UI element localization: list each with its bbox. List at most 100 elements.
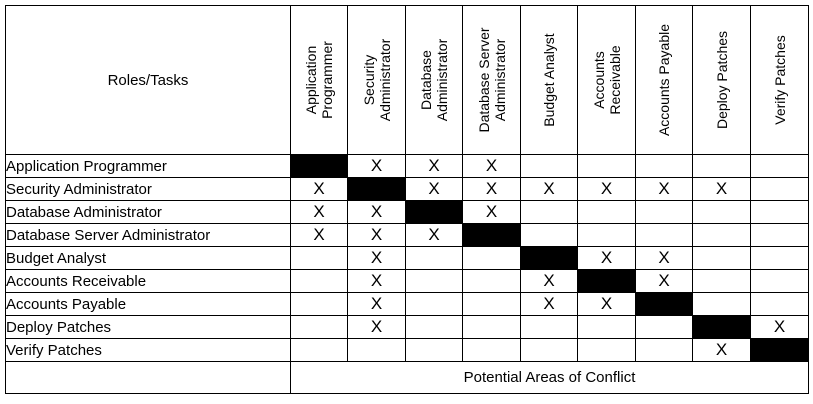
conflict-mark-cell: X [520, 269, 578, 293]
matrix-body: Application Programmer X X X Security Admini… [5, 154, 809, 362]
empty-cell [750, 223, 809, 247]
empty-cell [692, 154, 751, 178]
empty-cell [577, 154, 636, 178]
conflict-mark-cell: X [462, 177, 521, 201]
footer-row: Potential Areas of Conflict [5, 361, 809, 394]
empty-cell [750, 292, 809, 316]
empty-cell [692, 223, 751, 247]
row-label: Database Server Administrator [5, 223, 291, 247]
table-row: Security Administrator X X X X X X X [5, 177, 809, 201]
empty-cell [692, 269, 751, 293]
empty-cell [520, 315, 578, 339]
empty-cell [347, 338, 406, 362]
empty-cell [520, 223, 578, 247]
table-row: Budget Analyst X X X [5, 246, 809, 270]
empty-cell [635, 200, 693, 224]
column-header-label: Accounts Payable [656, 23, 672, 137]
row-label: Verify Patches [5, 338, 291, 362]
empty-cell [462, 338, 521, 362]
empty-cell [405, 292, 463, 316]
table-row: Application Programmer X X X [5, 154, 809, 178]
column-header: Accounts Receivable [577, 5, 636, 155]
conflict-mark-cell: X [577, 177, 636, 201]
empty-cell [405, 269, 463, 293]
empty-cell [750, 269, 809, 293]
empty-cell [750, 177, 809, 201]
conflict-mark-cell: X [635, 269, 693, 293]
row-label: Budget Analyst [5, 246, 291, 270]
empty-cell [462, 246, 521, 270]
row-label: Accounts Receivable [5, 269, 291, 293]
empty-cell [462, 315, 521, 339]
conflict-mark-cell: X [347, 246, 406, 270]
column-header: Database Administrator [405, 5, 463, 155]
conflict-mark-cell: X [635, 177, 693, 201]
diagonal-filled-cell [692, 315, 751, 339]
table-row: Deploy Patches X X [5, 315, 809, 339]
row-label: Accounts Payable [5, 292, 291, 316]
column-header: Application Programmer [290, 5, 348, 155]
empty-cell [635, 338, 693, 362]
empty-cell [520, 338, 578, 362]
conflict-mark-cell: X [405, 177, 463, 201]
empty-cell [577, 223, 636, 247]
column-header-label: Verify Patches [771, 35, 788, 125]
empty-cell [520, 200, 578, 224]
column-header: Security Administrator [347, 5, 406, 155]
table-row: Database Server Administrator X X X [5, 223, 809, 247]
table-row: Accounts Receivable X X X [5, 269, 809, 293]
column-header-label: Database Administrator [418, 38, 450, 122]
conflict-matrix-table: Roles/Tasks Application Programmer Securi… [5, 5, 809, 394]
footer-blank-cell [5, 361, 291, 394]
row-label: Database Administrator [5, 200, 291, 224]
diagonal-filled-cell [520, 246, 578, 270]
empty-cell [750, 200, 809, 224]
column-header: Budget Analyst [520, 5, 578, 155]
column-header: Verify Patches [750, 5, 809, 155]
empty-cell [750, 246, 809, 270]
corner-label: Roles/Tasks [5, 5, 291, 155]
empty-cell [635, 223, 693, 247]
diagonal-filled-cell [347, 177, 406, 201]
row-label: Application Programmer [5, 154, 291, 178]
empty-cell [462, 292, 521, 316]
diagonal-filled-cell [290, 154, 348, 178]
empty-cell [635, 154, 693, 178]
conflict-mark-cell: X [462, 154, 521, 178]
conflict-mark-cell: X [347, 200, 406, 224]
conflict-mark-cell: X [520, 177, 578, 201]
empty-cell [405, 338, 463, 362]
conflict-mark-cell: X [577, 292, 636, 316]
footer-label: Potential Areas of Conflict [290, 361, 809, 394]
empty-cell [290, 292, 348, 316]
conflict-mark-cell: X [347, 315, 406, 339]
table-row: Accounts Payable X X X [5, 292, 809, 316]
column-header: Deploy Patches [692, 5, 751, 155]
header-row: Roles/Tasks Application Programmer Securi… [5, 5, 809, 155]
table-row: Verify Patches X [5, 338, 809, 362]
diagonal-filled-cell [635, 292, 693, 316]
empty-cell [635, 315, 693, 339]
conflict-mark-cell: X [347, 292, 406, 316]
empty-cell [692, 292, 751, 316]
empty-cell [290, 246, 348, 270]
row-label: Security Administrator [5, 177, 291, 201]
column-header-label: Database Server Administrator [475, 27, 508, 133]
diagonal-filled-cell [462, 223, 521, 247]
column-header: Database Server Administrator [462, 5, 521, 155]
conflict-mark-cell: X [577, 246, 636, 270]
row-label: Deploy Patches [5, 315, 291, 339]
conflict-mark-cell: X [347, 223, 406, 247]
table-row: Database Administrator X X X [5, 200, 809, 224]
empty-cell [692, 200, 751, 224]
diagonal-filled-cell [750, 338, 809, 362]
column-header-label: Accounts Receivable [590, 45, 623, 115]
empty-cell [290, 338, 348, 362]
empty-cell [462, 269, 521, 293]
conflict-mark-cell: X [290, 177, 348, 201]
conflict-mark-cell: X [347, 269, 406, 293]
column-header-label: Budget Analyst [541, 33, 557, 127]
diagonal-filled-cell [405, 200, 463, 224]
conflict-mark-cell: X [750, 315, 809, 339]
conflict-mark-cell: X [692, 338, 751, 362]
